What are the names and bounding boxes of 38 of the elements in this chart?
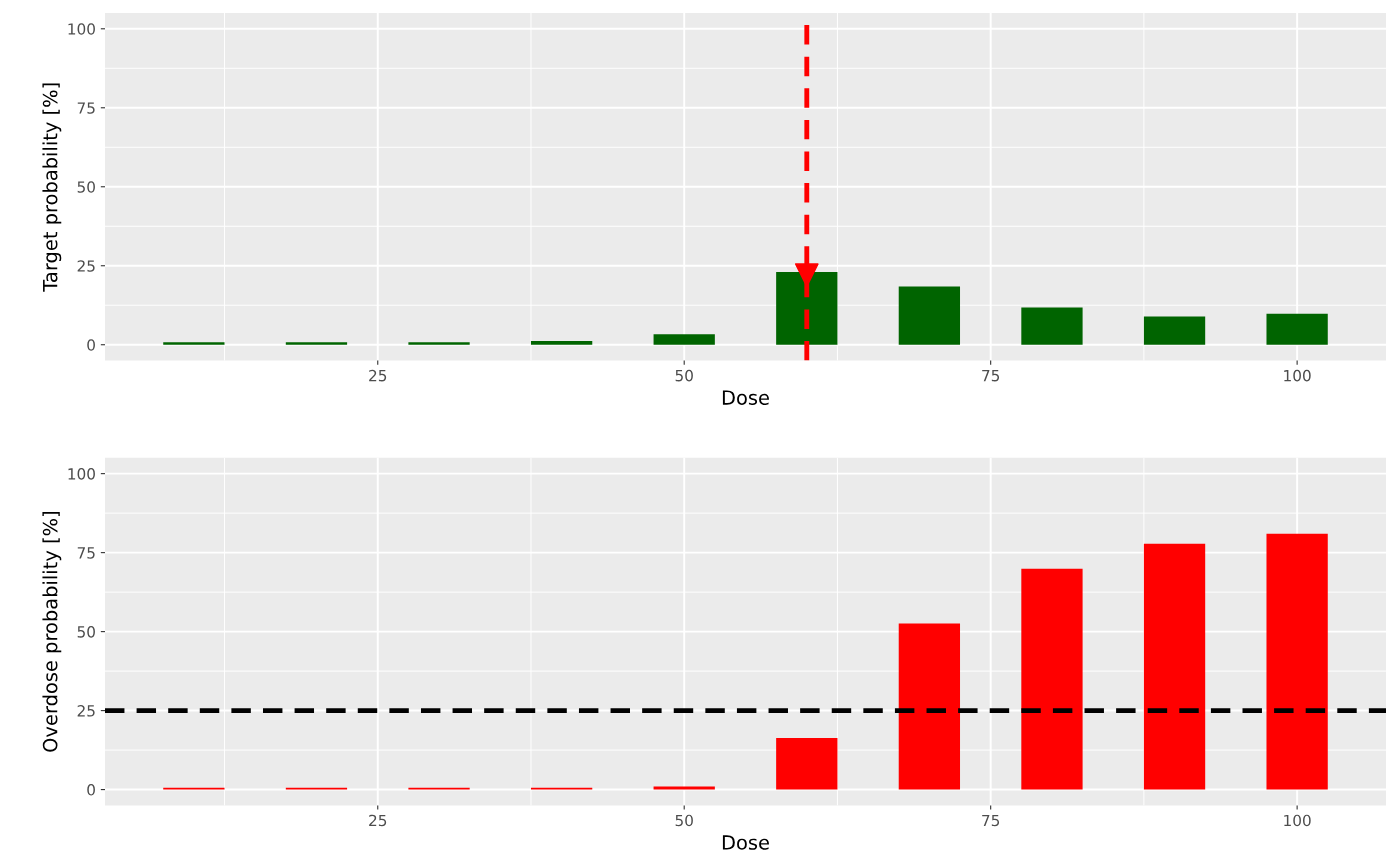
bar [1021,307,1083,345]
x-axis-title: Dose [722,390,769,405]
y-tick-label: 75 [77,547,95,559]
y-tick-label: 50 [77,181,95,193]
y-tick-label: 0 [87,339,95,351]
x-tick-label: 25 [369,814,387,827]
bar [408,342,470,345]
bar [898,623,961,790]
x-tick-label: 50 [675,369,693,382]
bar [898,286,961,345]
y-tick-label: 50 [77,626,95,638]
bar [653,334,715,345]
x-tick-label: 50 [675,814,693,827]
bar [653,786,715,790]
y-tick-label: 75 [77,102,95,114]
y-tick-label: 25 [77,260,95,272]
y-tick-label: 100 [68,23,95,35]
x-tick-label: 100 [1284,814,1311,827]
y-tick-label: 25 [77,705,95,717]
y-tick-label: 100 [68,468,95,480]
x-tick-label: 75 [982,370,1000,382]
bar [1266,313,1328,345]
bar [776,272,838,345]
x-tick-label: 25 [369,369,387,382]
bar [1021,568,1083,790]
bar [1143,316,1206,345]
x-axis-title: Dose [722,835,769,850]
bar [163,342,225,345]
x-tick-label: 100 [1284,369,1311,382]
bar [776,738,838,790]
y-tick-label: 0 [87,784,95,796]
bar [1143,543,1206,790]
bar [1266,533,1328,790]
bar [530,340,593,345]
bar [285,342,348,345]
y-axis-title: Target probability [%] [42,83,62,292]
x-tick-label: 75 [982,814,1000,827]
y-axis-title: Overdose probability [%] [42,512,62,752]
